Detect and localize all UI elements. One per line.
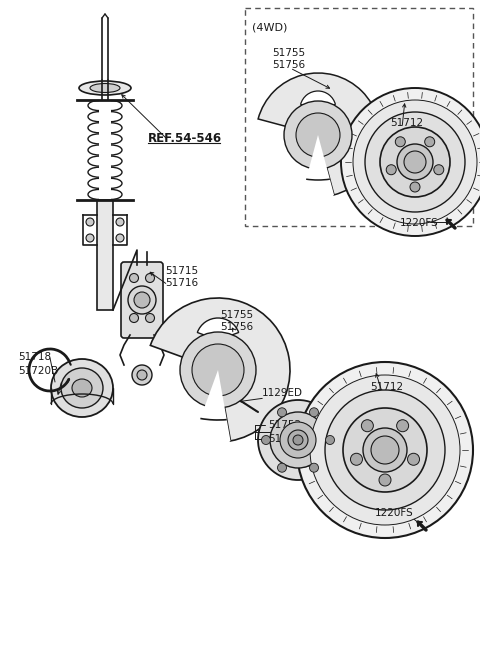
- Circle shape: [116, 218, 124, 226]
- FancyBboxPatch shape: [121, 262, 163, 338]
- Circle shape: [270, 412, 326, 468]
- Circle shape: [258, 400, 338, 480]
- Circle shape: [293, 435, 303, 445]
- Circle shape: [145, 274, 155, 282]
- Circle shape: [130, 314, 139, 322]
- Circle shape: [396, 137, 405, 147]
- Circle shape: [310, 408, 319, 417]
- Ellipse shape: [51, 359, 113, 417]
- Circle shape: [386, 164, 396, 175]
- Wedge shape: [302, 135, 334, 197]
- Text: 51715: 51715: [165, 266, 198, 276]
- Circle shape: [296, 113, 340, 157]
- Text: 51718: 51718: [18, 352, 51, 362]
- Circle shape: [86, 234, 94, 242]
- Wedge shape: [258, 73, 380, 195]
- Ellipse shape: [79, 81, 131, 95]
- Circle shape: [350, 453, 362, 465]
- Text: 1220FS: 1220FS: [400, 218, 439, 228]
- Text: 51712: 51712: [370, 382, 403, 392]
- Circle shape: [396, 420, 408, 432]
- Text: (4WD): (4WD): [252, 22, 288, 32]
- Circle shape: [310, 375, 460, 525]
- Circle shape: [325, 390, 445, 510]
- Wedge shape: [193, 370, 230, 442]
- Bar: [97, 200, 113, 310]
- Text: 1129ED: 1129ED: [262, 388, 303, 398]
- Text: 51755: 51755: [220, 310, 253, 320]
- Circle shape: [365, 112, 465, 212]
- Text: 51720B: 51720B: [18, 366, 58, 376]
- Circle shape: [297, 362, 473, 538]
- Wedge shape: [300, 91, 336, 109]
- Circle shape: [425, 137, 435, 147]
- Text: 51756: 51756: [220, 322, 253, 332]
- Circle shape: [380, 127, 450, 197]
- Circle shape: [145, 314, 155, 322]
- Circle shape: [353, 100, 477, 224]
- Circle shape: [277, 463, 287, 472]
- Circle shape: [137, 370, 147, 380]
- Text: 1220FS: 1220FS: [375, 508, 414, 518]
- Circle shape: [277, 408, 287, 417]
- Ellipse shape: [90, 83, 120, 92]
- Circle shape: [284, 101, 352, 169]
- Circle shape: [361, 420, 373, 432]
- Circle shape: [310, 463, 319, 472]
- Text: 51756: 51756: [272, 60, 305, 70]
- Text: 51750: 51750: [268, 434, 301, 444]
- Text: 51755: 51755: [272, 48, 305, 58]
- Circle shape: [397, 144, 433, 180]
- Circle shape: [434, 164, 444, 175]
- Circle shape: [134, 292, 150, 308]
- Circle shape: [116, 234, 124, 242]
- Circle shape: [130, 291, 139, 299]
- Bar: [245, 8, 473, 226]
- Ellipse shape: [72, 379, 92, 397]
- Text: 51712: 51712: [390, 118, 423, 128]
- Circle shape: [343, 408, 427, 492]
- Circle shape: [192, 344, 244, 396]
- Circle shape: [404, 151, 426, 173]
- Circle shape: [128, 286, 156, 314]
- Text: REF.54-546: REF.54-546: [148, 132, 222, 145]
- Circle shape: [363, 428, 407, 472]
- Circle shape: [408, 453, 420, 465]
- Circle shape: [341, 88, 480, 236]
- Circle shape: [132, 365, 152, 385]
- Ellipse shape: [61, 368, 103, 408]
- Circle shape: [379, 474, 391, 486]
- Text: 51752: 51752: [268, 420, 301, 430]
- Circle shape: [130, 274, 139, 282]
- Wedge shape: [197, 318, 239, 340]
- Circle shape: [325, 436, 335, 445]
- Circle shape: [280, 422, 316, 458]
- Circle shape: [180, 332, 256, 408]
- Circle shape: [145, 291, 155, 299]
- Text: 51716: 51716: [165, 278, 198, 288]
- Circle shape: [262, 436, 271, 445]
- Circle shape: [410, 182, 420, 192]
- Wedge shape: [150, 298, 290, 441]
- Circle shape: [371, 436, 399, 464]
- Circle shape: [86, 218, 94, 226]
- Circle shape: [288, 430, 308, 450]
